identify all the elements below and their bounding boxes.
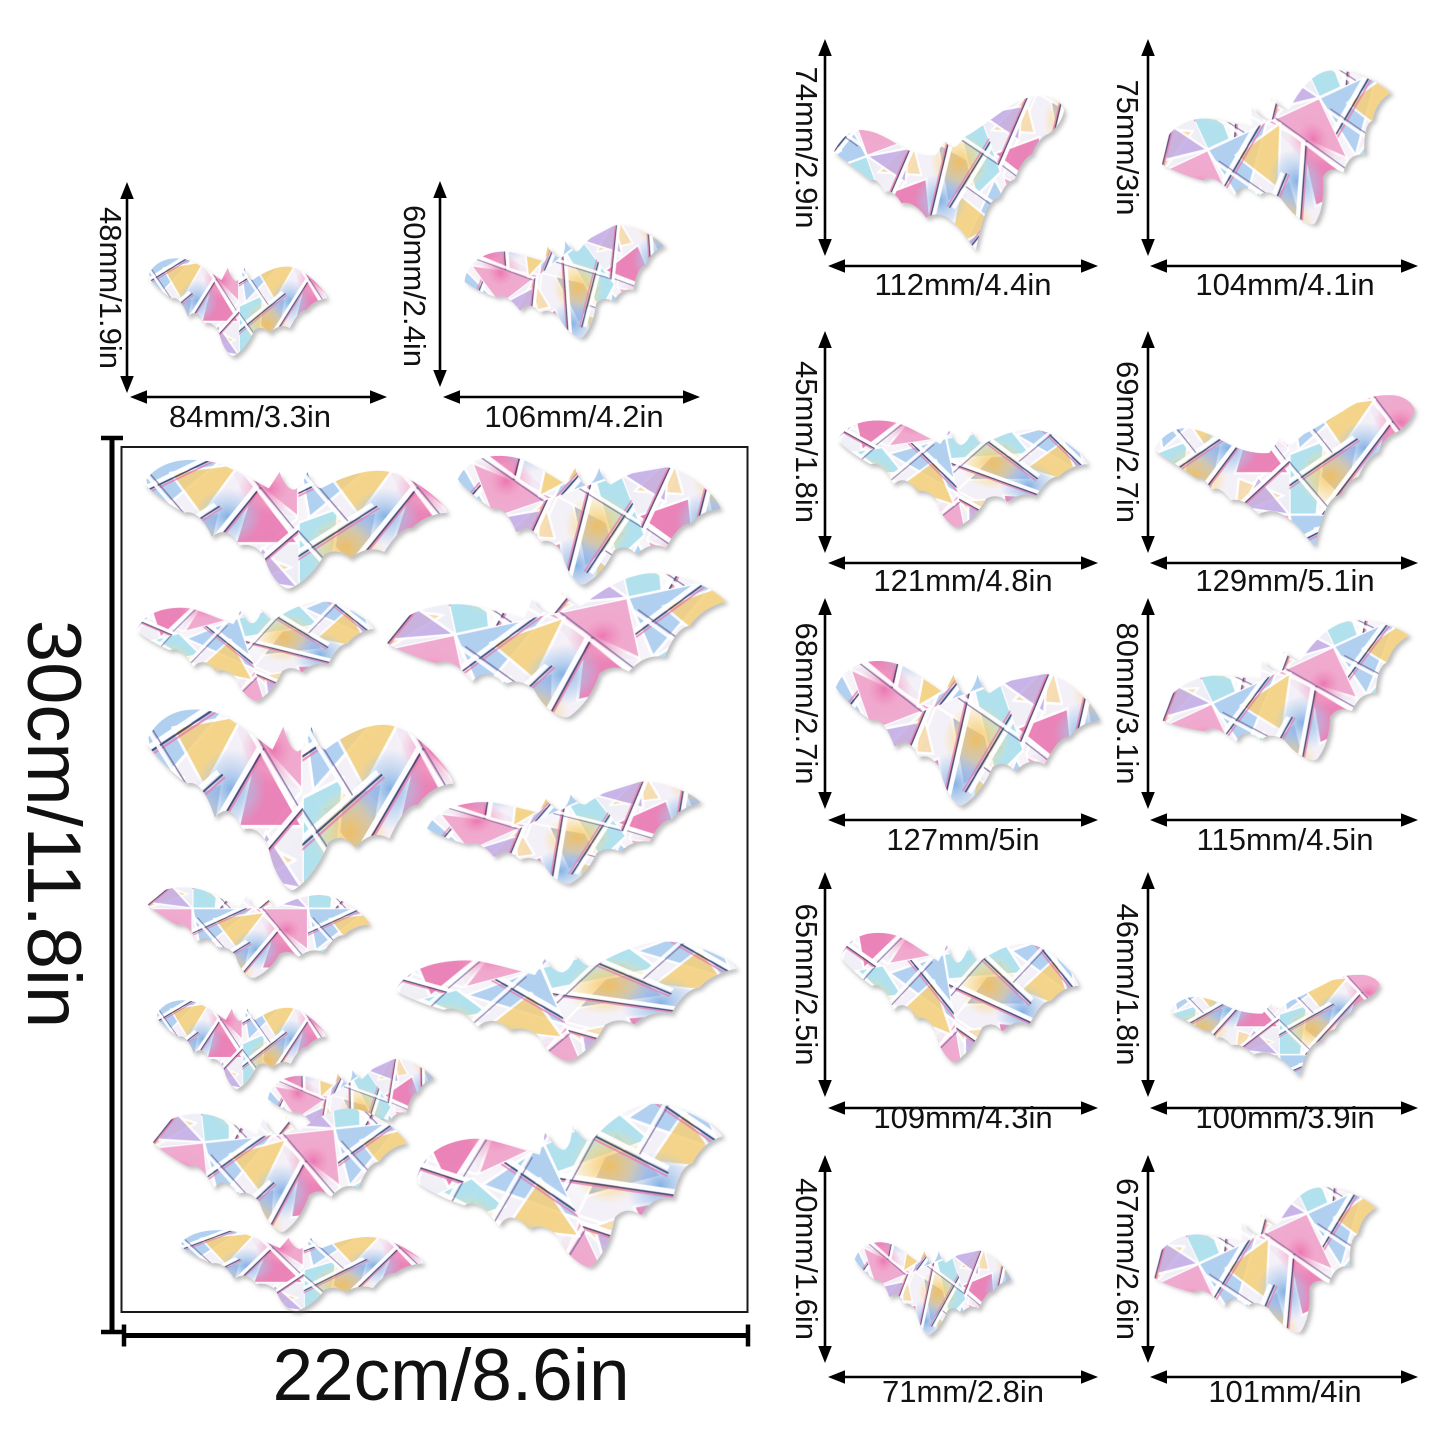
svg-text:75mm/3in: 75mm/3in	[1110, 79, 1145, 215]
svg-text:45mm/1.8in: 45mm/1.8in	[789, 361, 824, 523]
svg-text:127mm/5in: 127mm/5in	[886, 822, 1039, 857]
svg-text:106mm/4.2in: 106mm/4.2in	[484, 399, 663, 434]
svg-text:67mm/2.6in: 67mm/2.6in	[1110, 1178, 1145, 1340]
svg-text:121mm/4.8in: 121mm/4.8in	[873, 563, 1052, 598]
svg-text:115mm/4.5in: 115mm/4.5in	[1197, 822, 1374, 857]
svg-text:80mm/3.1in: 80mm/3.1in	[1110, 623, 1145, 785]
svg-text:68mm/2.7in: 68mm/2.7in	[789, 623, 824, 785]
svg-text:22cm/8.6in: 22cm/8.6in	[272, 1335, 629, 1416]
svg-text:48mm/1.9in: 48mm/1.9in	[93, 207, 128, 369]
svg-text:104mm/4.1in: 104mm/4.1in	[1195, 267, 1374, 302]
svg-text:129mm/5.1in: 129mm/5.1in	[1195, 563, 1374, 598]
svg-text:65mm/2.5in: 65mm/2.5in	[789, 904, 824, 1066]
svg-text:84mm/3.3in: 84mm/3.3in	[169, 399, 331, 434]
svg-text:109mm/4.3in: 109mm/4.3in	[873, 1100, 1052, 1135]
svg-text:46mm/1.8in: 46mm/1.8in	[1110, 904, 1145, 1066]
svg-text:60mm/2.4in: 60mm/2.4in	[397, 205, 432, 367]
svg-text:40mm/1.6in: 40mm/1.6in	[789, 1178, 824, 1340]
svg-text:30cm/11.8in: 30cm/11.8in	[11, 620, 96, 1028]
svg-text:69mm/2.7in: 69mm/2.7in	[1110, 361, 1145, 523]
svg-text:74mm/2.9in: 74mm/2.9in	[789, 67, 824, 229]
svg-text:100mm/3.9in: 100mm/3.9in	[1195, 1100, 1374, 1135]
svg-text:71mm/2.8in: 71mm/2.8in	[882, 1374, 1044, 1409]
svg-text:101mm/4in: 101mm/4in	[1208, 1374, 1361, 1409]
svg-text:112mm/4.4in: 112mm/4.4in	[875, 267, 1052, 302]
